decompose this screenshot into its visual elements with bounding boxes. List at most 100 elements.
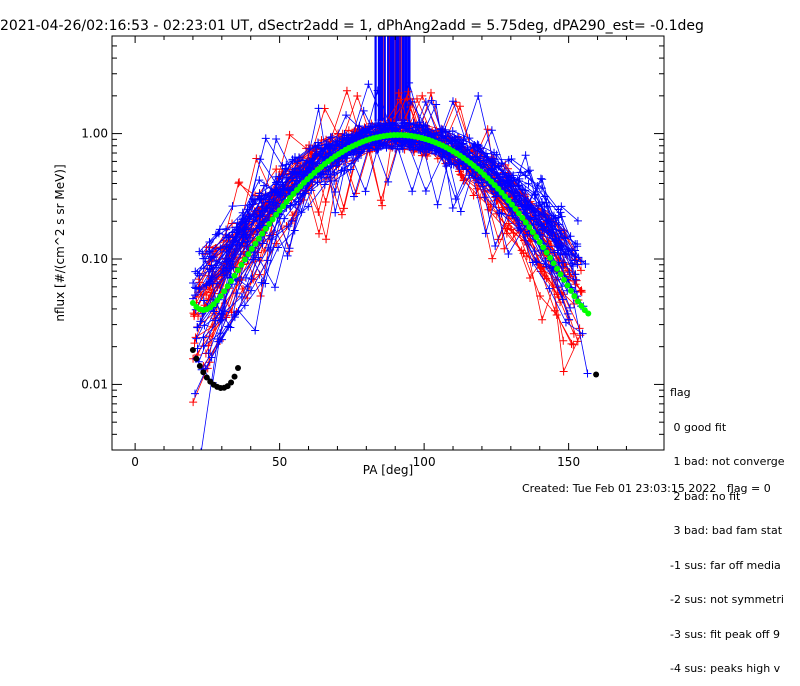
blue-data-point (355, 121, 364, 130)
black-fit-point (189, 347, 196, 354)
red-data-point (488, 254, 497, 263)
blue-data-point (261, 279, 270, 288)
red-data-point (538, 315, 547, 324)
green-fit-series (189, 131, 592, 317)
blue-data-point (195, 247, 204, 256)
red-data-point (195, 278, 204, 287)
blue-data-point (463, 145, 472, 154)
blue-data-point (236, 250, 245, 259)
red-data-point (190, 312, 199, 321)
blue-data-curve (201, 124, 584, 450)
red-data-point (396, 95, 405, 104)
red-data-point (238, 285, 247, 294)
blue-data-point (365, 143, 374, 152)
green-fit-point (262, 225, 269, 232)
blue-data-point (316, 149, 325, 158)
red-data-point (418, 91, 427, 100)
blue-data-point (540, 222, 549, 231)
green-fit-point (519, 214, 526, 221)
green-fit-point (585, 310, 592, 317)
green-fit-point (502, 193, 509, 200)
blue-data-point (225, 264, 234, 273)
blue-outlier-curve (210, 256, 249, 288)
x-tick-label: 50 (272, 455, 287, 469)
red-data-point (483, 125, 492, 134)
blue-data-point (359, 106, 368, 115)
legend-item: -4 sus: peaks high v (670, 662, 781, 675)
green-fit-point (214, 297, 221, 304)
green-fit-point (554, 265, 561, 272)
red-data-point (272, 165, 281, 174)
red-data-point (190, 339, 199, 348)
blue-data-point (507, 175, 516, 184)
green-fit-point (241, 256, 248, 263)
blue-data-point (413, 121, 422, 130)
blue-data-point (324, 167, 333, 176)
blue-data-point (349, 148, 358, 157)
blue-data-point (515, 219, 524, 228)
blue-data-point (479, 160, 488, 169)
red-data-point (378, 201, 387, 210)
blue-data-point (474, 91, 483, 100)
blue-data-point (190, 291, 199, 300)
red-data-point (337, 210, 346, 219)
blue-data-point (232, 232, 241, 241)
blue-data-point (247, 286, 256, 295)
green-fit-point (221, 288, 228, 295)
blue-data-point (275, 190, 284, 199)
blue-data-point (192, 334, 201, 343)
blue-data-point (282, 173, 291, 182)
blue-data-point (284, 222, 293, 231)
blue-data-point (213, 335, 222, 344)
blue-data-point (487, 126, 496, 135)
green-fit-point (245, 251, 252, 258)
blue-data-point (199, 264, 208, 273)
red-data-point (404, 87, 413, 96)
blue-data-point (573, 242, 582, 251)
blue-data-point (583, 369, 592, 378)
blue-data-point (243, 237, 252, 246)
legend-title: flag (670, 386, 691, 399)
blue-data-point (557, 241, 566, 250)
red-data-point (433, 154, 442, 163)
blue-data-point (524, 214, 533, 223)
red-data-point (205, 332, 214, 341)
green-fit-point (252, 240, 259, 247)
red-data-point (536, 264, 545, 273)
blue-data-point (232, 240, 241, 249)
legend-item: -2 sus: not symmetri (670, 593, 784, 606)
red-data-point (550, 306, 559, 315)
red-data-point (469, 191, 478, 200)
blue-data-point (313, 178, 322, 187)
red-data-point (567, 339, 576, 348)
red-data-point (191, 333, 200, 342)
blue-data-point (408, 140, 417, 149)
blue-data-point (311, 141, 320, 150)
blue-outlier-point (206, 252, 215, 261)
red-data-point (576, 287, 585, 296)
green-fit-point (217, 293, 224, 300)
y-axis-label: nflux [#/(cm^2 s sr MeV)] (53, 164, 67, 321)
blue-data-curve (195, 127, 579, 289)
black-fit-point (193, 355, 200, 362)
red-data-point (573, 337, 582, 346)
blue-data-point (560, 233, 569, 242)
red-data-point (540, 271, 549, 280)
blue-data-point (541, 192, 550, 201)
blue-data-point (314, 104, 323, 113)
red-data-point (252, 154, 261, 163)
red-data-point (522, 252, 531, 261)
green-fit-point (508, 201, 515, 208)
blue-data-point (399, 119, 408, 128)
blue-data-point (331, 208, 340, 217)
red-data-point (507, 225, 516, 234)
blue-data-point (343, 133, 352, 142)
green-fit-point (283, 198, 290, 205)
black-fit-point (593, 371, 600, 378)
green-fit-point (273, 211, 280, 218)
legend-item: -3 sus: fit peak off 9 (670, 627, 780, 641)
blue-data-point (274, 243, 283, 252)
blue-data-point (346, 165, 355, 174)
blue-data-point (565, 268, 574, 277)
blue-data-point (200, 447, 202, 450)
